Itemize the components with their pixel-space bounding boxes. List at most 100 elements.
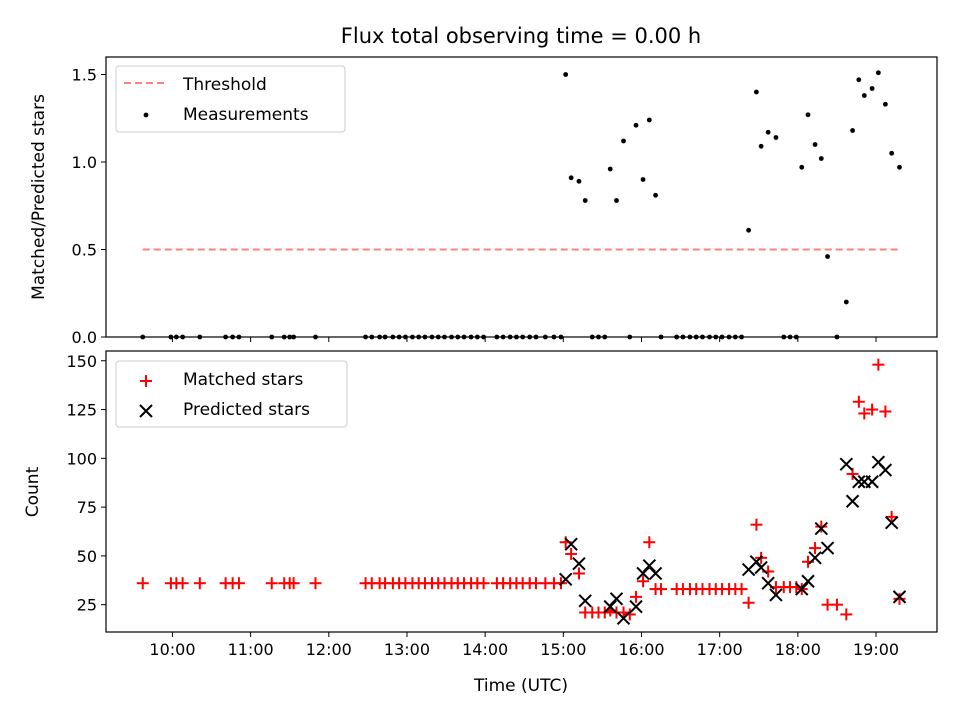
measurement-point <box>746 227 751 233</box>
bottom-y-tick-label: 25 <box>77 596 97 615</box>
measurement-point <box>883 101 888 107</box>
predicted-point <box>814 521 829 536</box>
measurement-point <box>607 166 613 172</box>
predicted-point <box>808 551 822 565</box>
measurement-point <box>614 198 619 203</box>
bottom-panel: 25 50 75 100 125 150 10:00 11:00 12:00 13:00 14:0… <box>23 350 938 696</box>
predicted-point <box>795 582 809 596</box>
bottom-x-axis: 10:00 11:00 12:00 13:00 14:00 15:00 16:00 17:00… <box>149 632 899 659</box>
measurement-point <box>825 254 830 259</box>
matched-point <box>852 395 865 408</box>
top-y-tick-label: 0.5 <box>72 241 97 260</box>
measurement-point <box>646 117 652 123</box>
matched-point <box>643 536 656 549</box>
predicted-point <box>852 475 866 489</box>
bottom-y-tick-label: 150 <box>66 352 97 371</box>
bottom-y-axis: 25 50 75 100 125 150 <box>66 352 106 615</box>
bottom-plot-frame <box>105 350 938 633</box>
top-x-axis <box>171 337 877 342</box>
predicted-point <box>845 494 860 508</box>
x-tick-label: 11:00 <box>228 640 274 659</box>
measurement-point <box>633 122 639 128</box>
matched-point <box>630 590 643 603</box>
matched-point <box>617 606 630 619</box>
matched-point <box>815 520 828 533</box>
top-y-tick-label: 1.0 <box>72 153 97 172</box>
measurement-point <box>563 72 569 77</box>
matched-point <box>265 577 278 590</box>
matched-point <box>840 608 853 621</box>
bottom-y-tick-label: 75 <box>77 498 97 517</box>
chart-title: Flux total observing time = 0.00 h <box>341 24 701 48</box>
predicted-point <box>609 592 624 606</box>
matched-point <box>830 598 843 611</box>
predicted-point <box>572 556 586 571</box>
measurement-point <box>869 86 875 91</box>
matched-point <box>637 575 650 588</box>
legend-threshold-label: Threshold <box>182 75 267 95</box>
measurement-point <box>765 129 771 135</box>
bottom-x-axis-label: Time (UTC) <box>473 676 568 696</box>
predicted-point <box>616 611 631 626</box>
measurement-point <box>812 142 818 147</box>
predicted-point <box>578 594 592 608</box>
matched-point <box>742 596 755 609</box>
matched-point <box>885 510 898 523</box>
matched-point <box>232 577 245 590</box>
x-tick-label: 13:00 <box>384 640 430 659</box>
measurement-point <box>850 128 855 133</box>
measurement-point <box>754 89 759 95</box>
bottom-y-axis-label: Count <box>23 466 43 517</box>
predicted-point <box>769 588 783 602</box>
measurement-point <box>758 143 764 149</box>
measurement-point <box>640 177 646 182</box>
top-y-tick-label: 0.0 <box>72 328 97 347</box>
predicted-point <box>754 560 768 575</box>
measurement-point <box>875 70 881 76</box>
predicted-point <box>642 558 657 573</box>
matched-point <box>846 467 859 480</box>
predicted-point <box>801 574 815 588</box>
matched-point <box>809 542 822 555</box>
predicted-point <box>564 537 578 551</box>
predicted-point <box>629 599 643 614</box>
x-tick-label: 15:00 <box>540 640 586 659</box>
measurement-point <box>799 164 805 170</box>
x-tick-label: 12:00 <box>306 640 352 659</box>
predicted-point <box>603 599 617 614</box>
predicted-point <box>761 576 775 590</box>
predicted-point <box>558 572 573 587</box>
measurement-point <box>818 156 824 161</box>
bottom-plot-marks <box>136 358 907 626</box>
legend-matched-label: Matched stars <box>183 370 303 390</box>
top-y-tick-label: 1.5 <box>72 66 97 85</box>
top-y-axis-label: Matched/Predicted stars <box>29 94 49 300</box>
legend-predicted-label: Predicted stars <box>183 400 310 420</box>
measurement-point <box>653 192 658 198</box>
matched-point <box>136 577 149 590</box>
predicted-point <box>878 463 893 477</box>
matched-point <box>858 407 871 420</box>
matched-point <box>655 583 668 596</box>
predicted-point <box>839 457 854 471</box>
bottom-y-tick-label: 125 <box>66 401 97 420</box>
predicted-point <box>884 516 899 530</box>
matched-point <box>623 608 636 621</box>
measurement-point <box>773 135 779 140</box>
matched-point <box>287 577 300 590</box>
matched-point <box>872 358 885 371</box>
measurement-point <box>568 175 574 181</box>
bottom-y-tick-label: 50 <box>77 547 97 566</box>
x-tick-label: 17:00 <box>697 640 743 659</box>
measurement-point <box>621 138 626 144</box>
predicted-point <box>892 590 907 604</box>
legend-matched-swatch <box>140 375 152 387</box>
matched-point <box>893 592 906 605</box>
legend-measurements-swatch <box>143 112 149 118</box>
top-legend-box <box>115 65 346 133</box>
x-tick-label: 18:00 <box>775 640 821 659</box>
x-tick-label: 19:00 <box>853 640 899 659</box>
matched-point <box>565 547 578 560</box>
top-y-axis: 0.0 0.5 1.0 1.5 <box>72 66 106 347</box>
